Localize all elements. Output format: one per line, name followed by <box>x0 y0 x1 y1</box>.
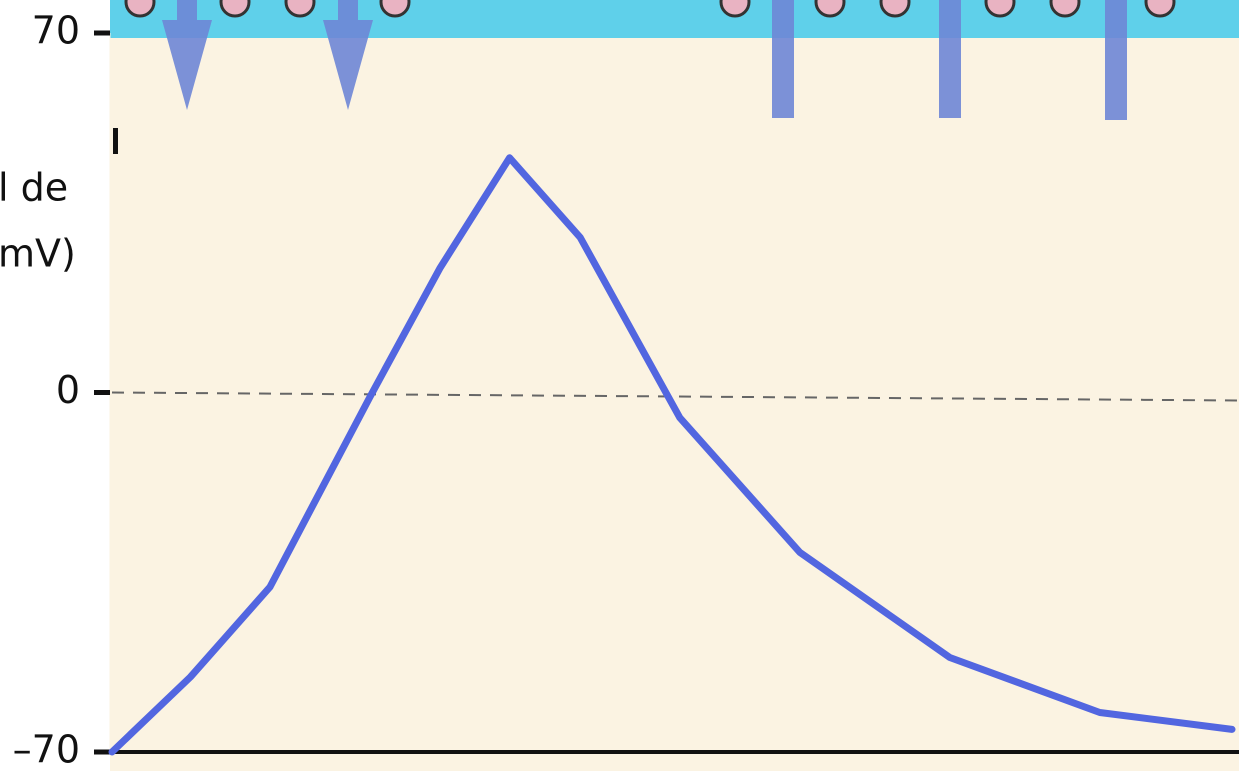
y-tick-label: 0 <box>56 368 80 412</box>
y-axis-label: l de <box>0 166 68 210</box>
chart: l de mV) 70 0 –70 <box>0 0 1239 771</box>
y-axis-label: mV) <box>0 232 76 276</box>
plot-background <box>110 0 1239 771</box>
y-tick-label: 70 <box>32 9 80 53</box>
y-tick-label: –70 <box>13 728 80 771</box>
